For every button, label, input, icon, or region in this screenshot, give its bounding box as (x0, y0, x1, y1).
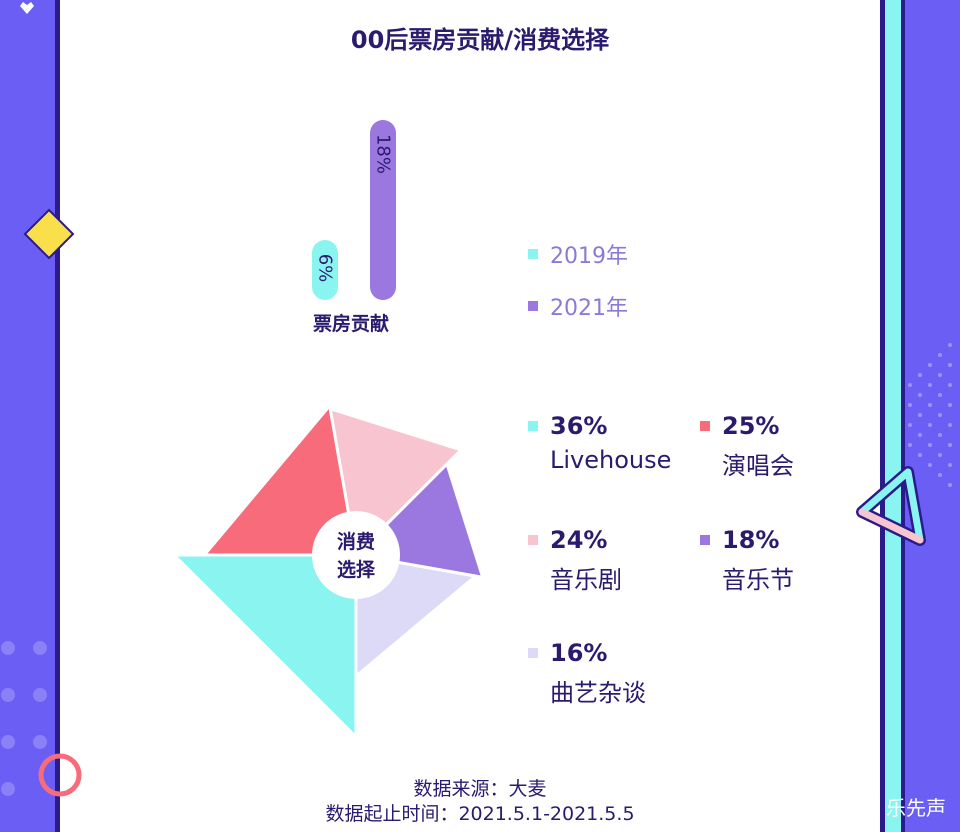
pie-legend-concert: 25% 演唱会 (700, 412, 794, 481)
pie-center-hole (312, 511, 400, 599)
bar-category-label: 票房贡献 (313, 313, 390, 335)
data-source: 数据来源：大麦 (413, 778, 547, 800)
legend-label-2019: 2019年 (550, 244, 628, 269)
page-title: 00后票房贡献/消费选择 (350, 26, 610, 54)
pie-label-music-festival: 音乐节 (722, 566, 794, 594)
pie-pct-quyi: 16% (550, 639, 608, 667)
legend-swatch-2021 (528, 301, 538, 311)
legend-item-2019: 2019年 (528, 238, 628, 270)
right-band-edge (880, 0, 885, 832)
pie-pct-concert: 25% (722, 412, 780, 440)
diamond-icon (23, 208, 75, 260)
pie-legend-music-drama: 24% 音乐剧 (528, 526, 622, 595)
legend-item-2021: 2021年 (528, 290, 628, 322)
pie-label-music-drama: 音乐剧 (550, 566, 622, 594)
bar-2021 (370, 120, 396, 300)
legend-swatch-2019 (528, 249, 538, 259)
pie-label-livehouse: Livehouse (550, 446, 672, 474)
pie-pct-livehouse: 36% (550, 412, 608, 440)
pie-label-quyi: 曲艺杂谈 (550, 679, 646, 707)
heart-icon (20, 2, 34, 14)
pie-label-concert: 演唱会 (722, 452, 794, 480)
left-band-edge (55, 0, 60, 832)
pie-center-label-line: 选择 (337, 559, 376, 581)
pie-pct-music-festival: 18% (722, 526, 780, 554)
pie-swatch-music-festival (700, 535, 710, 545)
right-cyan-stripe (885, 0, 901, 832)
legend-label-2021: 2021年 (550, 296, 628, 321)
pie-swatch-music-drama (528, 535, 538, 545)
ring-icon (38, 753, 82, 797)
triangle-icon (856, 466, 926, 546)
pie-swatch-livehouse (528, 421, 538, 431)
bar-2019 (312, 240, 338, 300)
pie-legend-music-festival: 18% 音乐节 (700, 526, 794, 595)
dot-pattern-right (908, 343, 952, 487)
right-band (905, 0, 960, 832)
pie-legend-quyi: 16% 曲艺杂谈 (528, 639, 646, 708)
bar-value-label-2021: 18% (373, 134, 394, 174)
bar-value-label-2019: 6% (315, 254, 336, 283)
dot-pattern-left (1, 641, 47, 796)
pie-swatch-quyi (528, 648, 538, 658)
pie-pct-music-drama: 24% (550, 526, 608, 554)
watermark: 乐先声 (886, 796, 946, 820)
data-period: 数据起止时间：2021.5.1-2021.5.5 (325, 803, 635, 825)
pie-legend-livehouse: 36% Livehouse (528, 412, 671, 474)
pie-swatch-concert (700, 421, 710, 431)
pie-center-label-line: 消费 (337, 530, 375, 553)
right-band-edge-2 (901, 0, 905, 832)
